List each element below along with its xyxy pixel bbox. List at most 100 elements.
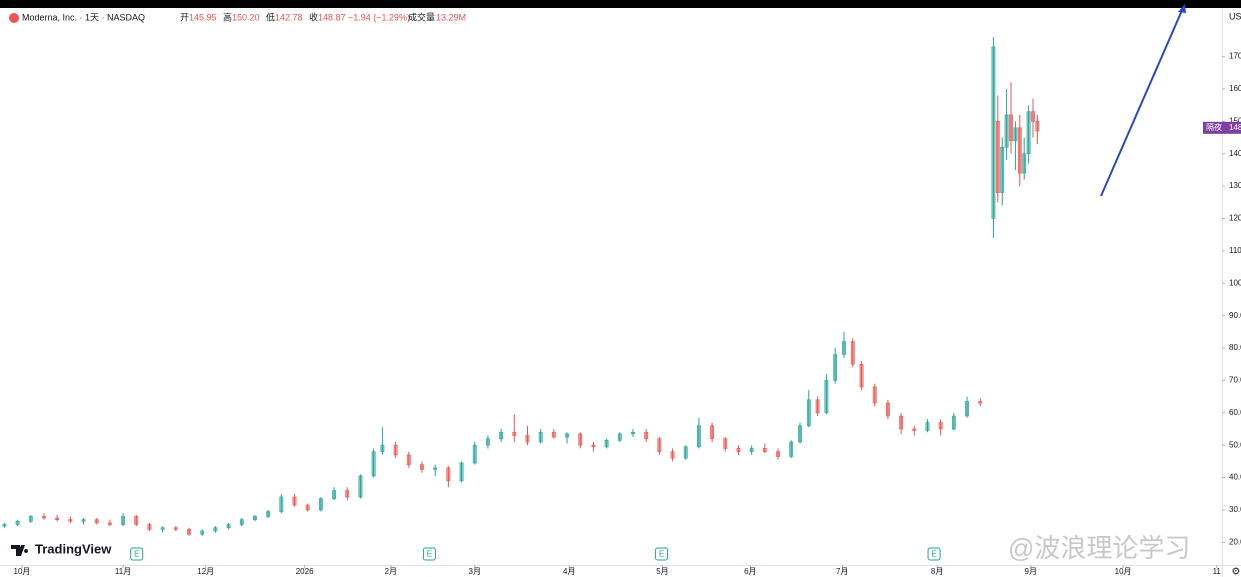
candle-body	[292, 496, 297, 506]
candle-body	[121, 516, 125, 525]
candle-body	[925, 422, 930, 431]
y-tick-label: 150	[1229, 116, 1241, 125]
candle-body	[68, 519, 73, 522]
ohlc-value: 145.95	[189, 12, 217, 22]
candle-body	[459, 462, 464, 482]
candle-body	[991, 46, 996, 219]
y-tick-label: 90.0	[1229, 311, 1241, 320]
candle-body	[591, 444, 596, 448]
candle-body	[995, 121, 1000, 193]
y-tick-label: 130	[1229, 181, 1241, 190]
x-tick-label: 12月	[197, 567, 214, 576]
candle-body	[565, 433, 569, 438]
candle-body	[187, 529, 191, 535]
x-tick-label: 11	[1213, 567, 1222, 576]
candle-body	[872, 386, 877, 404]
candle-body	[604, 440, 609, 448]
brand: TradingView	[35, 541, 112, 556]
candle-body	[833, 354, 838, 381]
candle-body	[380, 444, 385, 452]
candle-body	[617, 433, 622, 441]
candle-body	[736, 448, 741, 452]
candle-body	[842, 341, 846, 355]
candle-body	[859, 363, 864, 388]
candle-body	[710, 425, 715, 440]
candle-body	[2, 524, 7, 527]
candle-body	[525, 435, 530, 443]
candle-body	[1000, 146, 1005, 193]
candle-body	[938, 422, 943, 430]
x-tick-label: 10月	[1115, 567, 1132, 576]
candle-body	[723, 438, 728, 449]
candle-body	[824, 380, 829, 414]
candle-body	[147, 524, 152, 530]
x-tick-label: 4月	[563, 567, 575, 576]
candle-body	[433, 467, 438, 470]
x-tick-label: 3月	[469, 567, 481, 576]
candle-body	[107, 522, 112, 525]
candle-body	[899, 415, 904, 430]
earnings-label: E	[931, 550, 936, 559]
x-tick-label: 6月	[744, 567, 756, 576]
candle-body	[486, 438, 490, 446]
candle-body	[670, 451, 675, 459]
candle-body	[55, 517, 60, 520]
candle-body	[226, 524, 231, 529]
candle-body	[200, 530, 205, 535]
y-tick-label: 120	[1229, 214, 1241, 223]
x-tick-label: 5月	[656, 567, 668, 576]
candle-body	[697, 425, 701, 448]
candle-body	[239, 519, 244, 525]
earnings-label: E	[427, 550, 432, 559]
candle-body	[15, 520, 20, 525]
x-tick-label: 2月	[385, 567, 397, 576]
candle-body	[472, 444, 477, 464]
candle-body	[951, 415, 956, 430]
candle-body	[266, 511, 271, 517]
y-tick-label: 140	[1229, 149, 1241, 158]
candle-body	[1013, 127, 1018, 142]
earnings-marker	[130, 547, 144, 561]
settings-icon[interactable]: ⚙	[1232, 567, 1241, 577]
candle-body	[1004, 114, 1009, 148]
y-tick-label: 100	[1229, 278, 1241, 287]
ohlc-value: 150.20	[232, 12, 260, 22]
ohlc-label: 收	[309, 11, 318, 22]
candle-body	[160, 527, 165, 530]
y-tick-label: 110	[1229, 246, 1241, 255]
candle-body	[94, 519, 99, 524]
candle-body	[406, 454, 411, 465]
x-tick-label: 7月	[836, 567, 848, 576]
candle-body	[213, 527, 218, 532]
candle-body	[318, 498, 323, 511]
earnings-marker	[927, 547, 941, 561]
candle-body	[965, 401, 969, 417]
top-bar	[0, 0, 1241, 8]
candle-body	[1031, 111, 1035, 122]
candle-body	[28, 516, 33, 522]
y-tick-label: 50.0	[1229, 440, 1241, 449]
candle-body	[173, 527, 178, 530]
candle-body	[776, 451, 780, 457]
candle-body	[332, 490, 336, 499]
ohlc-label: 高	[223, 11, 232, 22]
candle-body	[358, 475, 363, 498]
y-tick-label: 60.0	[1229, 408, 1241, 417]
candle-body	[446, 467, 451, 482]
candle-body	[345, 490, 350, 498]
trend-arrow	[1100, 7, 1184, 197]
logo: TradingView	[11, 541, 112, 556]
candle-body	[683, 446, 688, 459]
candle-body	[279, 496, 284, 512]
earnings-label: E	[134, 550, 139, 559]
candle-body	[815, 399, 820, 414]
symbol-title: Moderna, Inc. · 1天 · NASDAQ	[22, 12, 145, 22]
y-tick-label: 160	[1229, 84, 1241, 93]
ohlc-label: 低	[266, 11, 275, 22]
candle-body	[1035, 121, 1040, 132]
candle-body	[644, 431, 649, 440]
x-tick-label: 8月	[931, 567, 943, 576]
candle-body	[762, 448, 767, 452]
